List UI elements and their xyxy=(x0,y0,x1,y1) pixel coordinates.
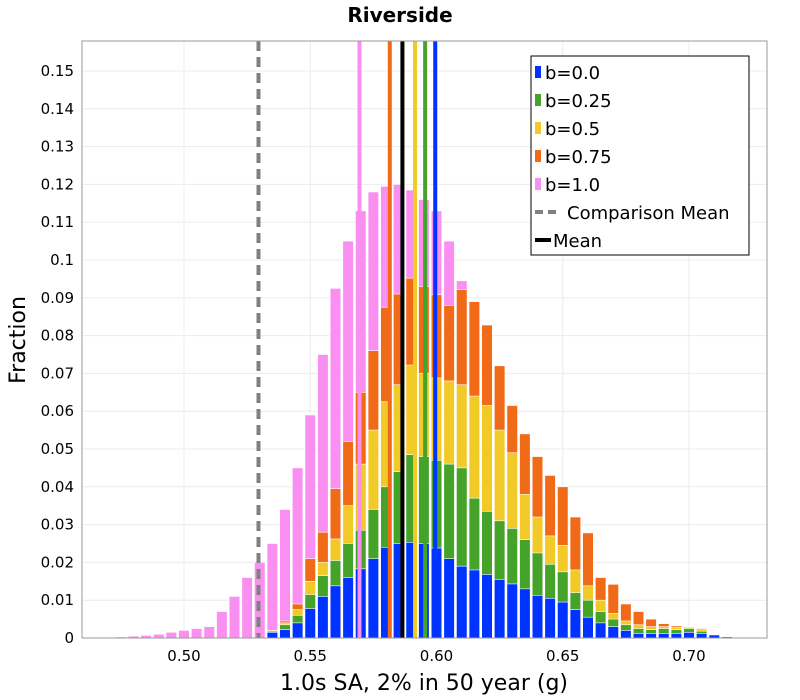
bar-b00-17 xyxy=(329,585,342,639)
bar-b10-3 xyxy=(153,633,165,639)
bar-b00-37 xyxy=(582,616,594,639)
y-tick-label: 0.12 xyxy=(41,175,74,193)
bar-b00-34 xyxy=(544,598,556,639)
bar-b00-26 xyxy=(443,558,455,639)
bar-b00-44 xyxy=(670,633,682,639)
bar-b10-6 xyxy=(191,628,203,639)
bar-b10-12 xyxy=(266,543,278,639)
bar-b00-46 xyxy=(696,633,708,639)
bar-b00-27 xyxy=(456,565,468,639)
legend-swatch xyxy=(535,94,541,106)
bar-b10-8 xyxy=(216,611,228,639)
y-tick-label: 0.08 xyxy=(41,327,74,345)
legend-label: Mean xyxy=(553,231,602,252)
legend-swatch xyxy=(535,150,541,162)
bar-b00-18 xyxy=(342,577,354,639)
legend: b=0.0 b=0.25 b=0.5 b=0.75 b=1.0 Comparison Me… xyxy=(530,55,750,256)
bar-b00-45 xyxy=(683,632,695,639)
x-tick-label: 0.60 xyxy=(420,647,453,665)
legend-label: b=0.25 xyxy=(545,91,612,112)
x-tick-label: 0.55 xyxy=(294,647,327,665)
bars xyxy=(115,184,733,639)
legend-box xyxy=(530,55,750,256)
bar-b00-29 xyxy=(481,574,493,639)
legend-label: b=0.0 xyxy=(545,63,600,84)
y-tick-label: 0.1 xyxy=(50,251,74,269)
bar-b00-42 xyxy=(645,633,657,639)
y-tick-label: 0.15 xyxy=(41,62,74,80)
bar-b00-43 xyxy=(658,633,670,639)
y-tick-label: 0.04 xyxy=(41,478,74,496)
bar-b00-16 xyxy=(317,596,329,639)
legend-label: b=0.5 xyxy=(545,119,600,140)
legend-swatch xyxy=(535,66,541,78)
y-tick-label: 0.07 xyxy=(41,364,74,382)
bar-b00-40 xyxy=(620,630,632,639)
bar-b00-32 xyxy=(519,588,531,639)
y-tick-label: 0 xyxy=(64,629,74,647)
bar-b10-13 xyxy=(279,509,291,639)
y-tick-label: 0.14 xyxy=(41,100,74,118)
bar-b00-31 xyxy=(506,583,518,639)
y-axis-ticks: 0 0.01 0.02 0.03 0.04 0.05 0.06 0.07 0.08 0.09 0.1… xyxy=(41,62,74,647)
bar-b00-28 xyxy=(468,569,480,639)
bar-b00-13 xyxy=(279,629,291,639)
bar-b00-41 xyxy=(632,633,645,639)
legend-label: Comparison Mean xyxy=(567,203,730,224)
bar-b00-30 xyxy=(494,579,506,639)
x-tick-label: 0.65 xyxy=(546,647,579,665)
bar-b00-36 xyxy=(569,609,581,639)
bar-b00-39 xyxy=(607,626,619,639)
bar-b10-7 xyxy=(203,626,215,639)
y-tick-label: 0.03 xyxy=(41,516,74,534)
bar-b00-20 xyxy=(367,558,379,639)
bar-b10-9 xyxy=(228,596,241,639)
x-axis-title: 1.0s SA, 2% in 50 year (g) xyxy=(280,671,568,696)
bar-b10-4 xyxy=(165,632,177,639)
bar-b00-15 xyxy=(304,608,316,639)
legend-label: b=0.75 xyxy=(545,147,612,168)
y-tick-label: 0.11 xyxy=(41,213,74,231)
x-axis-ticks: 0.50 0.55 0.60 0.65 0.70 xyxy=(167,647,705,665)
y-axis-title: Fraction xyxy=(6,296,31,384)
y-tick-label: 0.06 xyxy=(41,402,74,420)
bar-b00-35 xyxy=(557,601,569,639)
y-tick-label: 0.02 xyxy=(41,553,74,571)
legend-label: b=1.0 xyxy=(545,175,600,196)
bar-b00-33 xyxy=(531,594,544,639)
x-tick-label: 0.50 xyxy=(167,647,200,665)
bar-b10-10 xyxy=(241,577,253,639)
chart-title: Riverside xyxy=(347,3,452,27)
y-tick-label: 0.01 xyxy=(41,591,74,609)
legend-swatch xyxy=(535,178,541,190)
plot-frame xyxy=(81,40,768,639)
bar-b00-14 xyxy=(292,622,304,639)
bar-b00-12 xyxy=(266,632,278,639)
mean-lines xyxy=(256,41,438,638)
bar-b10-5 xyxy=(178,630,190,639)
y-tick-label: 0.09 xyxy=(41,289,74,307)
x-tick-label: 0.70 xyxy=(672,647,705,665)
bar-b00-38 xyxy=(595,622,607,639)
y-tick-label: 0.13 xyxy=(41,138,74,156)
legend-swatch xyxy=(535,122,541,134)
y-tick-label: 0.05 xyxy=(41,440,74,458)
